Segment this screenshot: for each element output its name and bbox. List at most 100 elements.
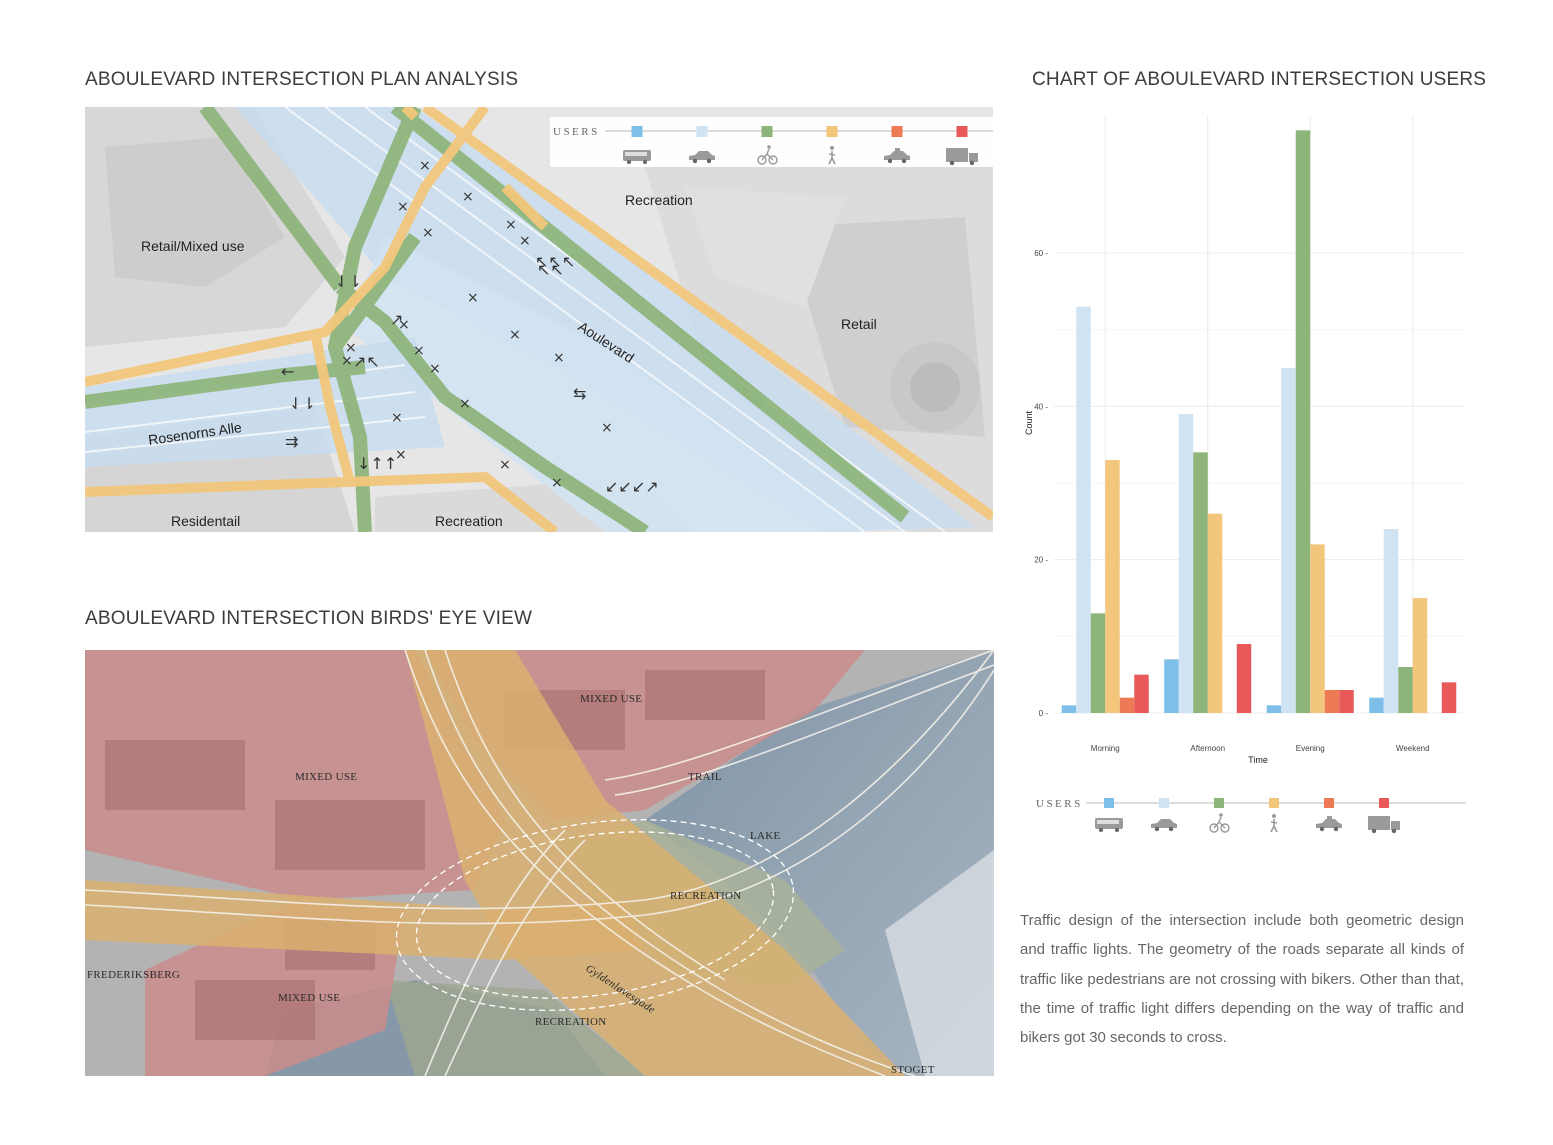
bar-afternoon-pedestrian xyxy=(1207,513,1223,713)
plan-users-legend: USERS xyxy=(550,117,993,167)
users-bar-chart: 0 - 20 - 40 - 60 - Morning Afternoon Evening W… xyxy=(1018,115,1466,770)
bar-evening-taxi xyxy=(1324,690,1340,713)
bar-evening-bus xyxy=(1266,705,1282,713)
svg-text:×: × xyxy=(345,340,357,356)
bar-evening-truck xyxy=(1339,690,1354,713)
y-tick-label: 20 - xyxy=(1034,556,1048,565)
svg-text:×: × xyxy=(419,158,431,174)
chart-title: CHART OF ABOULEVARD INTERSECTION USERS xyxy=(1032,69,1487,90)
svg-text:↖↖↖: ↖↖↖ xyxy=(535,252,575,271)
svg-text:⇆: ⇆ xyxy=(573,384,586,403)
svg-text:×: × xyxy=(601,420,613,436)
legend-swatch-bus xyxy=(1104,798,1114,808)
bar-weekend-truck xyxy=(1441,682,1457,713)
label-recreation-bottom: Recreation xyxy=(435,513,503,529)
label-mixed-use-left: MIXED USE xyxy=(295,771,357,783)
svg-text:×: × xyxy=(462,189,474,205)
legend-swatch-car xyxy=(1159,798,1169,808)
truck-icon xyxy=(1368,816,1400,834)
chart-users-legend: USERS xyxy=(1036,792,1466,837)
x-tick-label: Evening xyxy=(1296,744,1325,753)
svg-text:×: × xyxy=(395,447,407,463)
bar-afternoon-bicycle xyxy=(1193,452,1208,713)
legend-swatch-bicycle xyxy=(1214,798,1224,808)
label-retail-mixed-use: Retail/Mixed use xyxy=(141,238,245,254)
svg-text:↙↙↙↗: ↙↙↙↗ xyxy=(605,477,659,496)
car-icon xyxy=(1151,819,1177,832)
plan-map: × × × × × × × × × × × × × × × × × × × × ⇃⇂ ↖↖↖ ↖↖ ↗ ↗… xyxy=(85,107,993,532)
legend-swatch-bicycle xyxy=(761,126,773,137)
label-recreation-mid: RECREATION xyxy=(670,890,741,902)
label-retail: Retail xyxy=(841,316,877,332)
svg-text:×: × xyxy=(391,410,403,426)
legend-swatch-car xyxy=(696,126,708,137)
taxi-icon xyxy=(1316,816,1342,832)
bar-afternoon-bus xyxy=(1164,659,1179,713)
svg-text:↗: ↗ xyxy=(390,310,403,329)
taxi-icon xyxy=(884,148,910,164)
bus-icon xyxy=(623,150,651,164)
y-axis-title: Count xyxy=(1024,411,1034,436)
bar-evening-bicycle xyxy=(1295,130,1311,714)
x-tick-label: Morning xyxy=(1091,744,1120,753)
svg-text:×: × xyxy=(467,290,479,306)
bar-evening-car xyxy=(1281,368,1296,713)
svg-text:↗↖: ↗↖ xyxy=(353,352,380,371)
bus-icon xyxy=(1095,818,1123,832)
bicycle-icon xyxy=(757,145,778,165)
svg-text:×: × xyxy=(341,353,353,369)
svg-text:×: × xyxy=(413,343,425,359)
bar-evening-pedestrian xyxy=(1310,544,1325,713)
x-tick-label: Weekend xyxy=(1396,744,1430,753)
label-residential: Residentail xyxy=(171,513,240,529)
svg-text:⇃⇂: ⇃⇂ xyxy=(289,394,316,413)
x-axis-title: Time xyxy=(1248,755,1268,765)
label-lake: LAKE xyxy=(750,830,781,842)
legend-swatch-truck xyxy=(1379,798,1389,808)
label-frederiksberg: FREDERIKSBERG xyxy=(87,969,180,981)
svg-text:⇉: ⇉ xyxy=(285,432,298,451)
svg-text:×: × xyxy=(505,217,517,233)
svg-text:×: × xyxy=(509,327,521,343)
birds-eye-view: MIXED USE MIXED USE MIXED USE TRAIL LAKE… xyxy=(85,650,994,1076)
bar-morning-bus xyxy=(1061,705,1077,713)
bar-weekend-bus xyxy=(1369,697,1384,713)
legend-swatch-pedestrian xyxy=(1269,798,1279,808)
car-icon xyxy=(689,151,715,164)
x-tick-label: Afternoon xyxy=(1190,744,1225,753)
pedestrian-icon xyxy=(1270,814,1278,833)
legend-swatch-taxi xyxy=(1324,798,1334,808)
svg-text:×: × xyxy=(459,396,471,412)
bar-morning-truck xyxy=(1134,674,1149,713)
chart-legend-title: USERS xyxy=(1036,798,1083,810)
truck-icon xyxy=(946,148,978,166)
plan-legend-title: USERS xyxy=(553,126,600,138)
label-mixed-use-bottom: MIXED USE xyxy=(278,992,340,1004)
legend-swatch-truck xyxy=(956,126,968,137)
svg-text:×: × xyxy=(553,350,565,366)
legend-swatch-taxi xyxy=(891,126,903,137)
bar-afternoon-car xyxy=(1178,414,1194,713)
legend-swatch-pedestrian xyxy=(826,126,838,137)
y-tick-label: 40 - xyxy=(1034,402,1048,411)
svg-text:×: × xyxy=(499,457,511,473)
birds-eye-title: ABOULEVARD INTERSECTION BIRDS' EYE VIEW xyxy=(85,608,533,629)
svg-text:×: × xyxy=(422,225,434,241)
svg-text:↓↑↑: ↓↑↑ xyxy=(357,454,397,473)
svg-text:×: × xyxy=(397,199,409,215)
y-tick-label: 60 - xyxy=(1034,249,1048,258)
svg-text:×: × xyxy=(519,233,531,249)
svg-text:×: × xyxy=(551,475,563,491)
bar-morning-bicycle xyxy=(1090,613,1106,713)
bar-weekend-bicycle xyxy=(1398,667,1413,713)
y-tick-label: 0 - xyxy=(1039,709,1049,718)
label-recreation-top: Recreation xyxy=(625,192,693,208)
legend-swatch-bus xyxy=(631,126,643,137)
bar-weekend-car xyxy=(1383,529,1399,713)
label-recreation-bottom: RECREATION xyxy=(535,1016,606,1028)
bar-morning-taxi xyxy=(1119,697,1135,713)
svg-text:×: × xyxy=(429,361,441,377)
label-mixed-use-top: MIXED USE xyxy=(580,693,642,705)
label-stoget: STOGET xyxy=(891,1064,935,1076)
bar-afternoon-truck xyxy=(1236,644,1252,713)
